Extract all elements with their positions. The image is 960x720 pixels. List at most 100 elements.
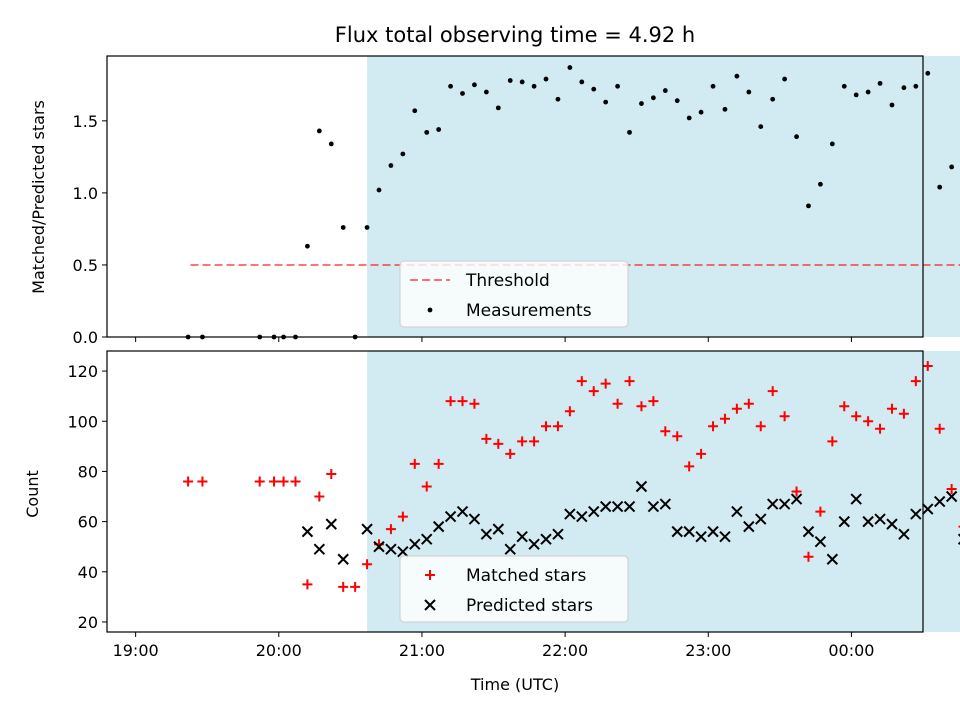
legend-label: Predicted stars [466,596,593,616]
measurement-point [627,129,632,135]
measurement-point [829,141,835,147]
measurement-point [782,76,788,82]
matched-point [791,486,802,497]
matched-point [421,481,432,492]
matched-point [469,398,480,409]
measurement-point [603,99,609,105]
predicted-point [683,525,695,538]
y-tick-label: 0.5 [73,256,98,275]
axes-frame [106,55,924,338]
x-tick-label: 20:00 [256,641,302,660]
predicted-point [862,515,874,528]
measurement-point [698,109,704,115]
predicted-point [373,540,385,553]
y-tick-label: 1.5 [73,112,98,131]
chart-title: Flux total observing time = 4.92 h [335,23,695,47]
predicted-point [874,513,886,525]
measurement-point [722,106,728,112]
bottom-ylabel: Count [23,470,42,518]
predicted-point [933,495,946,508]
matched-point [851,411,862,422]
predicted-point [301,525,314,538]
predicted-point [707,525,719,538]
matched-point [875,423,886,434]
predicted-point [528,538,540,550]
matched-point [779,411,790,422]
matched-point [863,416,874,427]
matched-point [445,396,456,407]
legend: Matched stars Predicted stars [399,555,629,623]
measurement-point [316,128,322,134]
legend-matched-key [425,570,435,580]
predicted-point [910,508,922,520]
matched-point [269,476,280,487]
predicted-point [564,508,576,520]
measurement-point [877,80,883,86]
legend-label: Measurements [466,301,592,321]
predicted-point [504,543,516,555]
measurement-point [901,85,907,91]
measurement-point [615,83,620,89]
legend-predicted-key [424,599,436,611]
matched-point [338,581,349,592]
predicted-point [611,500,624,513]
predicted-point [802,525,815,538]
measurement-point [853,92,859,98]
predicted-point [552,528,564,540]
matched-point [755,421,766,432]
matched-point [636,401,647,412]
measurement-point [841,83,847,89]
measurement-point [495,105,501,111]
predicted-point [385,543,397,555]
measurement-point [818,181,823,187]
matched-point [457,396,468,407]
predicted-point [397,546,409,558]
legend-box [399,555,629,623]
measurement-point [364,225,370,230]
predicted-point [695,530,707,543]
predicted-point [814,535,827,548]
x-tick-label: 00:00 [828,641,874,660]
predicted-point [945,490,958,503]
measurement-point [400,151,406,157]
measurement-point [483,89,489,95]
predicted-point [766,498,779,510]
matched-point [672,431,683,442]
matched-point [684,461,695,472]
measurement-point [686,115,692,121]
x-tick-label: 19:00 [113,641,159,660]
legend-label: Matched stars [466,566,586,586]
predicted-point [778,498,791,510]
matched-point [350,581,361,592]
matched-point [886,403,897,414]
y-tick-label: 80 [78,462,98,481]
y-tick-label: 20 [78,613,98,632]
x-tick-label: 23:00 [685,641,731,660]
predicted-point [755,513,767,525]
axes-frame [106,350,924,633]
predicted-point [337,553,349,565]
matched-point [648,396,659,407]
measurement-point [865,89,871,95]
predicted-point [456,505,469,518]
predicted-point [790,493,803,505]
measurement-point [531,83,537,89]
predicted-point [826,553,839,565]
predicted-point [922,503,934,515]
measurement-point [949,164,955,170]
predicted-point [743,520,755,533]
predicted-point [480,528,493,540]
measurement-point [913,83,919,89]
matched-point [529,436,540,447]
predicted-point [588,505,600,518]
predicted-point [492,523,505,535]
matched-point [910,376,921,387]
x-tick-label: 22:00 [542,641,588,660]
predicted-point [659,498,672,510]
predicted-point [421,533,433,545]
y-tick-label: 60 [78,513,98,532]
measurement-point [579,79,585,85]
measurement-point [710,83,716,89]
matched-point [290,476,301,487]
measurement-point [305,243,310,249]
